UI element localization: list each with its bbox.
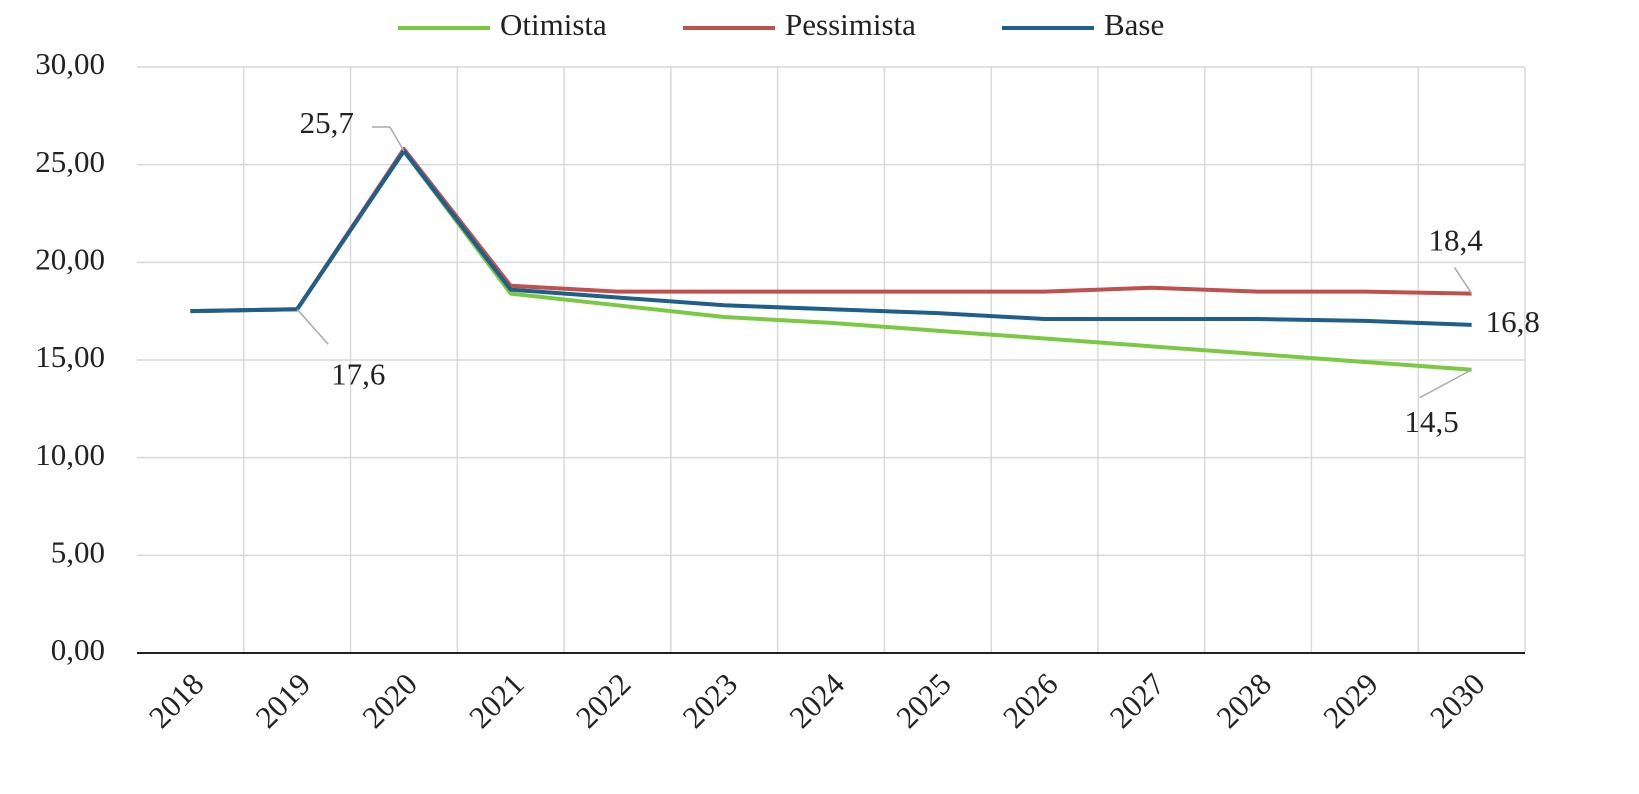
leader-line	[1453, 267, 1473, 294]
legend-label: Pessimista	[785, 7, 916, 42]
data-label: 17,6	[331, 356, 385, 391]
x-tick-label: 2020	[355, 666, 424, 735]
data-label: 25,7	[300, 105, 354, 140]
data-label: 14,5	[1404, 404, 1458, 439]
legend-label: Base	[1104, 7, 1164, 42]
data-label: 16,8	[1486, 304, 1540, 339]
legend-label: Otimista	[500, 7, 607, 42]
leader-line	[371, 126, 405, 152]
y-tick-label: 10,00	[35, 437, 105, 472]
x-tick-label: 2028	[1209, 666, 1278, 735]
data-label: 18,4	[1428, 223, 1483, 258]
y-tick-label: 15,00	[35, 339, 105, 374]
x-tick-label: 2027	[1103, 666, 1172, 735]
x-tick-label: 2022	[569, 666, 638, 735]
x-tick-label: 2025	[889, 666, 958, 735]
x-tick-label: 2026	[996, 666, 1065, 735]
y-tick-label: 25,00	[35, 144, 105, 179]
y-tick-label: 20,00	[35, 241, 105, 276]
x-tick-label: 2029	[1316, 666, 1385, 735]
y-tick-label: 5,00	[51, 534, 105, 569]
x-tick-label: 2023	[676, 666, 745, 735]
leader-line	[1419, 369, 1472, 399]
x-tick-label: 2019	[249, 666, 318, 735]
y-tick-label: 30,00	[35, 46, 105, 81]
x-tick-label: 2030	[1423, 666, 1492, 735]
series-line	[190, 147, 1472, 314]
x-tick-label: 2021	[462, 666, 531, 735]
x-tick-label: 2018	[142, 666, 211, 735]
x-tick-label: 2024	[782, 666, 851, 735]
series-line	[190, 148, 1472, 327]
leader-line	[296, 308, 329, 345]
y-tick-label: 0,00	[51, 632, 105, 667]
